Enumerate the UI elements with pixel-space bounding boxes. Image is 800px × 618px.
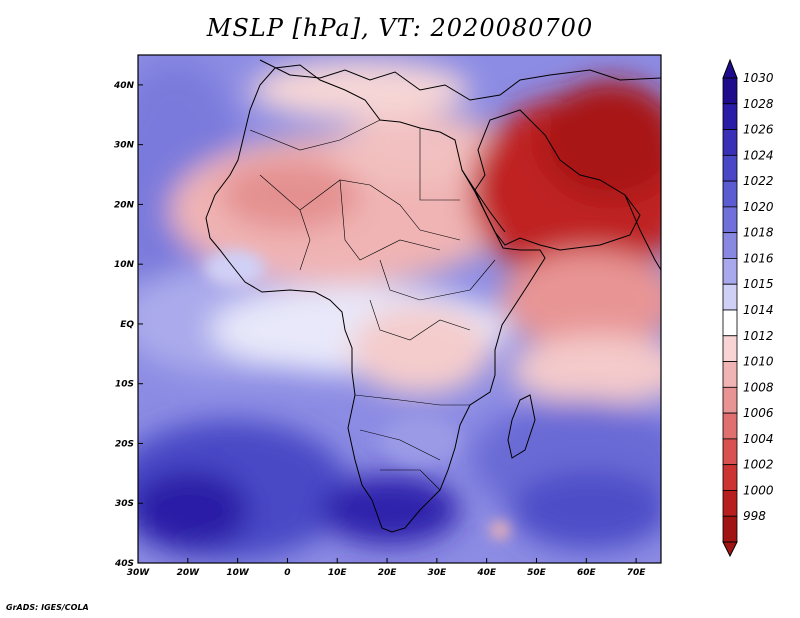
colorbar-swatch — [722, 77, 738, 105]
lat-tick-label: 10S — [115, 380, 134, 390]
lon-tick-label: 30W — [127, 568, 151, 578]
lon-tick-label: 40E — [476, 568, 497, 578]
field-indian-north — [510, 335, 661, 405]
lat-tick-label: 30S — [115, 499, 134, 509]
lat-tick-label: 10N — [114, 260, 135, 270]
field-mediterranean — [250, 60, 470, 120]
colorbar-label: 1026 — [743, 123, 774, 137]
lon-tick-label: 30E — [428, 568, 448, 578]
field-mozambique — [380, 415, 460, 465]
colorbar-label: 1000 — [743, 483, 774, 497]
colorbar-swatch — [722, 129, 738, 156]
lon-tick-label: 10W — [226, 568, 250, 578]
chart-title: MSLP [hPa], VT: 2020080700 — [206, 14, 594, 42]
colorbar-swatch — [722, 515, 738, 543]
axes: 30W 20W 10W 0 10E 20E 30E 40E 50E 60E 70E 40N 30N 20N… — [113, 81, 646, 578]
lon-tick-label: 0 — [284, 568, 290, 578]
colorbar-label: 1008 — [743, 380, 774, 394]
lon-tick-label: 20W — [177, 568, 201, 578]
field-arabian-sea — [500, 250, 661, 350]
lon-tick-label: 60E — [577, 568, 597, 578]
field-central-africa — [350, 305, 490, 395]
colorbar-swatch — [722, 438, 738, 466]
africa-coastline — [205, 64, 546, 533]
colorbar-swatch — [722, 361, 738, 388]
colorbar-swatch — [722, 412, 738, 440]
colorbar-swatch — [722, 258, 738, 285]
lon-tick-label: 50E — [527, 568, 547, 578]
lon-tick-label: 20E — [378, 568, 398, 578]
lat-tick-label: 20N — [114, 200, 135, 210]
colorbar-label: 1022 — [743, 174, 774, 188]
field-sahara-low — [220, 160, 360, 230]
lat-tick-label: 40S — [114, 559, 134, 569]
colorbar-swatch — [722, 103, 738, 130]
lon-tick-label: 10E — [328, 568, 348, 578]
colorbar-swatch — [722, 464, 738, 491]
colorbar: 1030 1028 1026 1024 1022 1020 1018 1016 1015 1014… — [722, 58, 774, 558]
field-small-low — [490, 521, 510, 539]
colorbar-swatch — [722, 386, 738, 414]
plot-frame — [137, 54, 662, 564]
field-arabia-core — [540, 80, 661, 200]
colorbar-swatch — [722, 309, 738, 337]
pressure-field — [138, 55, 661, 563]
colorbar-label: 1016 — [743, 251, 774, 265]
colorbar-label: 1006 — [743, 406, 774, 420]
colorbar-bottom-arrow — [722, 541, 738, 558]
europe-coastline — [259, 59, 661, 101]
colorbar-label: 1024 — [743, 148, 774, 162]
field-sa-high — [138, 470, 250, 550]
colorbar-label: 1010 — [743, 355, 774, 369]
field-west-coast — [205, 250, 265, 286]
field-south-africa — [320, 475, 460, 545]
colorbar-swatch — [722, 490, 738, 517]
india-coastline — [624, 194, 661, 271]
colorbar-swatch — [722, 283, 738, 311]
colorbar-label: 1018 — [743, 226, 774, 240]
colorbar-label: 1020 — [743, 200, 774, 214]
country-borders — [249, 119, 496, 491]
field-indian-high — [510, 470, 661, 550]
colorbar-top-arrow — [722, 58, 738, 79]
colorbar-label: 1015 — [743, 277, 774, 291]
colorbar-label: 1030 — [743, 71, 774, 85]
colorbar-swatch — [722, 335, 738, 362]
colorbar-swatch — [722, 206, 738, 234]
colorbar-swatch — [722, 154, 738, 182]
arabia-coastline — [474, 109, 641, 251]
colorbar-label: 1014 — [743, 303, 774, 317]
colorbar-swatch — [722, 232, 738, 259]
lat-tick-label: EQ — [120, 320, 134, 330]
red-sea — [461, 169, 506, 233]
colorbar-label: 998 — [743, 509, 766, 523]
madagascar — [507, 394, 536, 459]
colorbar-label: 1028 — [743, 97, 774, 111]
lat-tick-label: 20S — [115, 439, 134, 449]
lat-tick-label: 40N — [113, 81, 135, 91]
colorbar-label: 1002 — [743, 458, 774, 472]
border-lines — [249, 119, 496, 491]
colorbar-label: 1004 — [743, 432, 774, 446]
lat-tick-label: 30N — [114, 141, 135, 151]
footer-credit: GrADS: IGES/COLA — [6, 603, 89, 612]
colorbar-label: 1012 — [743, 329, 774, 343]
coastlines — [205, 59, 661, 533]
lon-tick-label: 70E — [627, 568, 647, 578]
colorbar-swatch — [722, 180, 738, 208]
